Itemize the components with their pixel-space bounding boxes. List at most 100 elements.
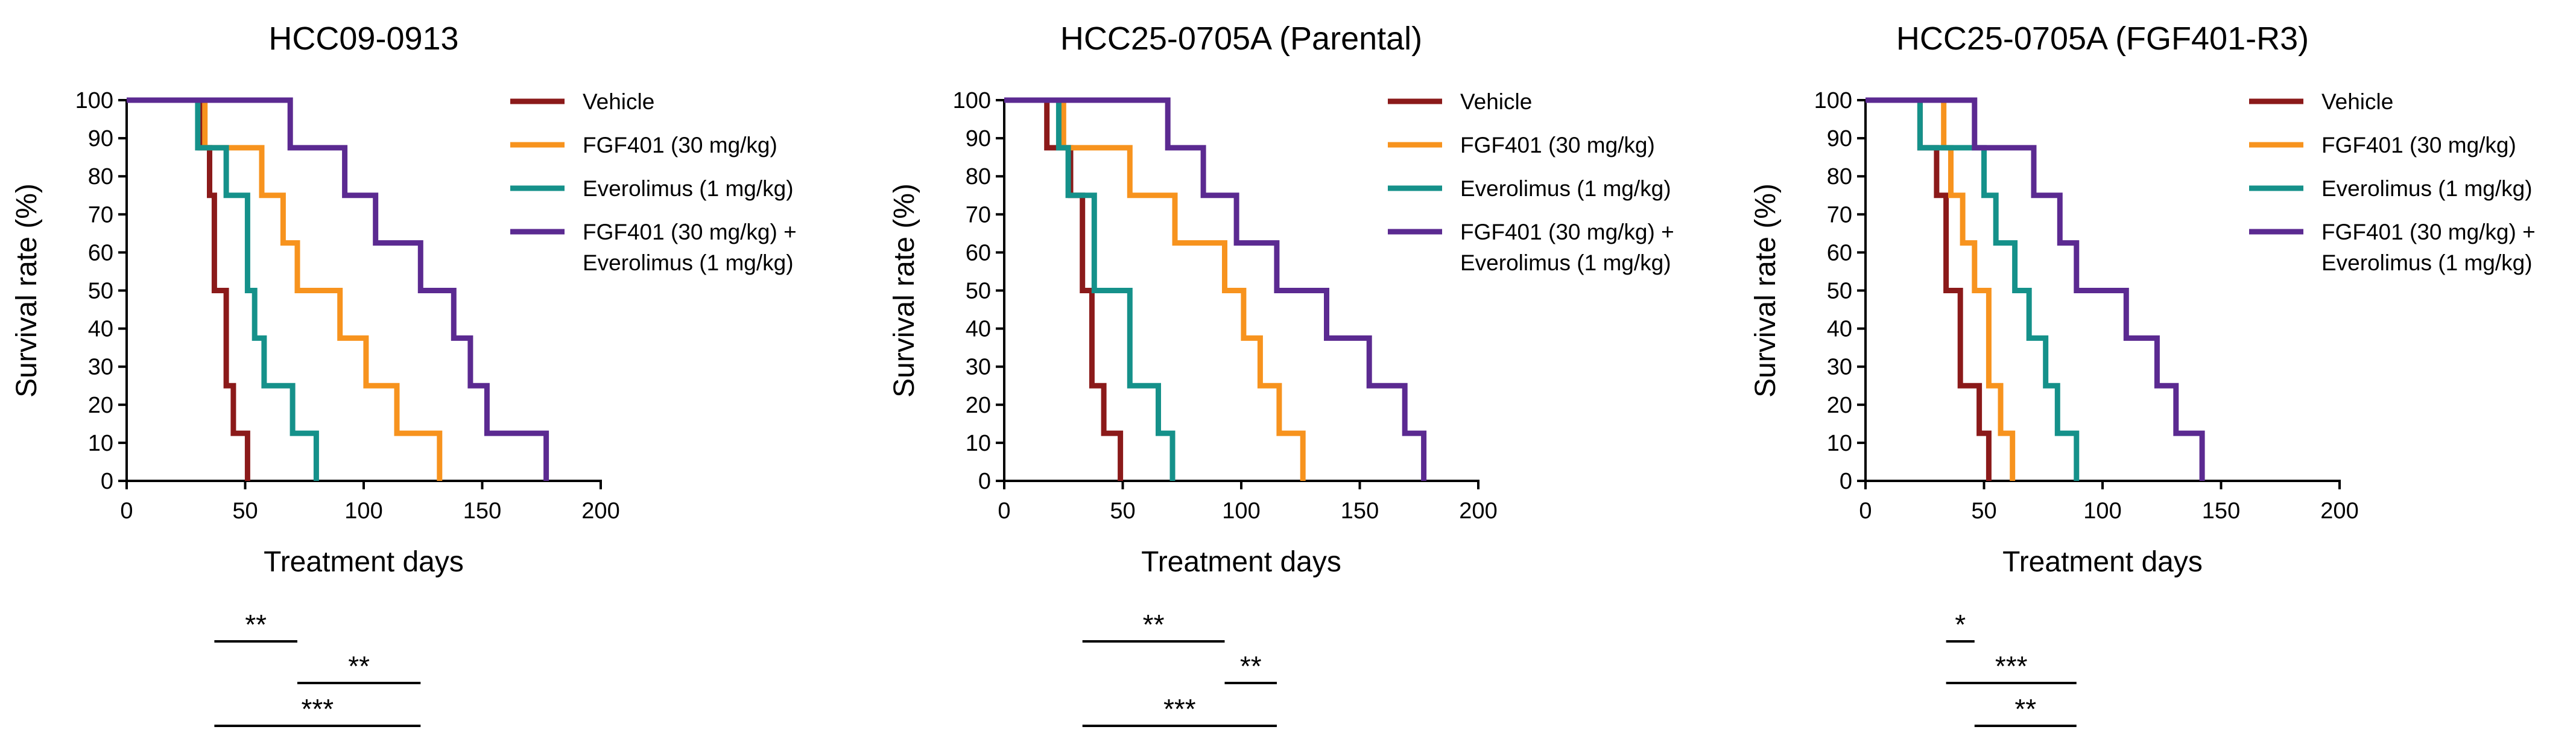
legend-label-4: FGF401 (30 mg/kg) + Everolimus (1 mg/kg): [583, 220, 797, 275]
legend-label-line: Everolimus (1 mg/kg): [2321, 176, 2533, 201]
series-line-1: [127, 97, 250, 481]
x-tick-label: 150: [463, 498, 501, 524]
x-tick-label: 200: [1459, 498, 1497, 524]
y-tick-label: 100: [75, 88, 113, 113]
series-line-1: [1866, 97, 1992, 481]
significance-label-1: *: [1955, 609, 1966, 640]
y-tick-label: 100: [1814, 88, 1852, 113]
series-line-4: [1004, 97, 1427, 481]
x-tick-label: 50: [1110, 498, 1135, 524]
x-tick-label: 200: [2320, 498, 2358, 524]
significance-label-3: ***: [1163, 693, 1196, 725]
legend-label-line: Everolimus (1 mg/kg): [583, 250, 794, 275]
legend-label-4: FGF401 (30 mg/kg) + Everolimus (1 mg/kg): [1460, 220, 1674, 275]
chart-panel-3: HCC25-0705A (FGF401-R3) 0 10 20 30 40 50 60 70 80…: [1750, 21, 2536, 727]
significance-label-3: ***: [302, 693, 334, 725]
y-tick-label: 80: [966, 164, 991, 189]
y-tick-label: 0: [978, 469, 991, 494]
legend-label-3: Everolimus (1 mg/kg): [2321, 176, 2533, 201]
legend-label-1: Vehicle: [583, 89, 654, 114]
y-axis-label: Survival rate (%): [1750, 183, 1782, 398]
y-axis-label: Survival rate (%): [11, 183, 43, 398]
y-tick-label: 30: [88, 355, 113, 380]
y-tick-label: 90: [1827, 126, 1852, 151]
y-tick-label: 90: [88, 126, 113, 151]
legend-label-line: Everolimus (1 mg/kg): [1460, 250, 1671, 275]
significance-label-3: **: [2014, 693, 2036, 725]
series-line-1: [1004, 97, 1124, 481]
y-tick-label: 10: [88, 431, 113, 456]
y-tick-label: 0: [101, 469, 113, 494]
legend-label-line: FGF401 (30 mg/kg): [1460, 133, 1655, 157]
y-tick-label: 60: [966, 240, 991, 265]
legend-label-1: Vehicle: [2321, 89, 2393, 114]
y-tick-label: 80: [88, 164, 113, 189]
legend-label-line: FGF401 (30 mg/kg): [2321, 133, 2516, 157]
series-line-4: [127, 97, 549, 481]
y-tick-label: 60: [1827, 240, 1852, 265]
x-axis-label: Treatment days: [264, 546, 464, 578]
x-tick-label: 200: [581, 498, 619, 524]
x-tick-label: 150: [2202, 498, 2240, 524]
legend-label-line: Everolimus (1 mg/kg): [1460, 176, 1671, 201]
x-tick-label: 100: [2083, 498, 2121, 524]
x-tick-label: 100: [1222, 498, 1260, 524]
legend-label-line: Vehicle: [1460, 89, 1532, 114]
legend-label-line: FGF401 (30 mg/kg): [583, 133, 777, 157]
y-tick-label: 20: [966, 393, 991, 418]
x-tick-label: 100: [344, 498, 382, 524]
y-tick-label: 0: [1840, 469, 1852, 494]
chart-title: HCC09-0913: [268, 21, 458, 57]
significance-label-2: **: [1240, 650, 1262, 682]
y-tick-label: 100: [953, 88, 991, 113]
y-tick-label: 50: [966, 279, 991, 304]
significance-label-1: **: [1143, 609, 1165, 640]
chart-panel-2: HCC25-0705A (Parental) 0 10 20 30 40 50 60 70 80 9…: [888, 21, 1674, 727]
y-tick-label: 40: [1827, 317, 1852, 342]
y-tick-label: 30: [1827, 355, 1852, 380]
legend-label-2: FGF401 (30 mg/kg): [1460, 133, 1655, 157]
series-line-2: [127, 97, 443, 481]
legend-label-4: FGF401 (30 mg/kg) + Everolimus (1 mg/kg): [2321, 220, 2536, 275]
y-tick-label: 90: [966, 126, 991, 151]
x-tick-label: 50: [232, 498, 258, 524]
chart-title: HCC25-0705A (FGF401-R3): [1896, 21, 2309, 57]
legend-label-line: Vehicle: [2321, 89, 2393, 114]
significance-label-2: ***: [1995, 650, 2028, 682]
legend-label-3: Everolimus (1 mg/kg): [583, 176, 794, 201]
y-tick-label: 50: [1827, 279, 1852, 304]
significance-label-1: **: [245, 609, 267, 640]
series-line-3: [1004, 97, 1176, 481]
legend-label-line: FGF401 (30 mg/kg) +: [1460, 220, 1674, 244]
y-tick-label: 70: [966, 202, 991, 227]
legend-label-line: FGF401 (30 mg/kg) +: [583, 220, 797, 244]
series-line-3: [127, 97, 319, 481]
legend-label-line: FGF401 (30 mg/kg) +: [2321, 220, 2536, 244]
y-axis-label: Survival rate (%): [888, 183, 920, 398]
x-tick-label: 0: [1859, 498, 1872, 524]
legend-label-line: Everolimus (1 mg/kg): [2321, 250, 2533, 275]
y-tick-label: 10: [966, 431, 991, 456]
y-tick-label: 70: [88, 202, 113, 227]
legend-label-1: Vehicle: [1460, 89, 1532, 114]
chart-panel-1: HCC09-0913 0 10 20 30 40 50 60 70 80 90 100 0 50 100 15…: [11, 21, 797, 727]
y-tick-label: 10: [1827, 431, 1852, 456]
series-line-2: [1004, 97, 1306, 481]
x-tick-label: 50: [1971, 498, 1996, 524]
chart-title: HCC25-0705A (Parental): [1060, 21, 1422, 57]
x-tick-label: 0: [120, 498, 133, 524]
y-tick-label: 20: [88, 393, 113, 418]
y-tick-label: 20: [1827, 393, 1852, 418]
y-tick-label: 40: [88, 317, 113, 342]
x-tick-label: 150: [1341, 498, 1379, 524]
x-axis-label: Treatment days: [1141, 546, 1341, 578]
legend-label-line: Vehicle: [583, 89, 654, 114]
y-tick-label: 40: [966, 317, 991, 342]
legend-label-2: FGF401 (30 mg/kg): [2321, 133, 2516, 157]
y-tick-label: 80: [1827, 164, 1852, 189]
series-line-3: [1866, 97, 2080, 481]
y-tick-label: 70: [1827, 202, 1852, 227]
y-tick-label: 60: [88, 240, 113, 265]
legend-label-3: Everolimus (1 mg/kg): [1460, 176, 1671, 201]
